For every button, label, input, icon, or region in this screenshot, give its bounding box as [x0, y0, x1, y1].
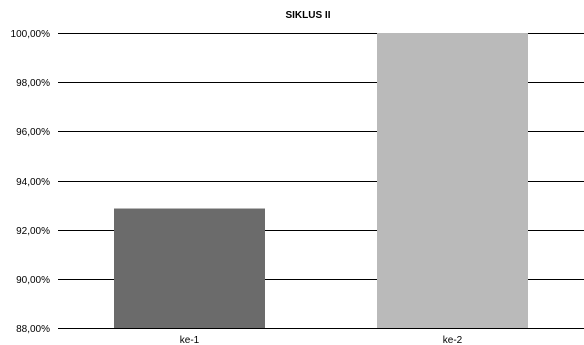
- y-tick-label: 100,00%: [11, 29, 51, 40]
- bar-ke-1: [114, 208, 265, 328]
- y-axis-tick-labels: 88,00% 90,00% 92,00% 94,00% 96,00% 98,00% 100,…: [11, 29, 51, 335]
- y-tick-label: 88,00%: [16, 324, 50, 335]
- x-axis-category-labels: ke-1 ke-2: [180, 335, 463, 345]
- y-tick-label: 92,00%: [16, 226, 50, 237]
- y-tick-label: 98,00%: [16, 78, 50, 89]
- bars: [114, 33, 528, 328]
- y-tick-label: 94,00%: [16, 177, 50, 188]
- chart-title: SIKLUS II: [285, 10, 330, 21]
- x-category-label: ke-2: [443, 335, 463, 345]
- x-category-label: ke-1: [180, 335, 200, 345]
- bar-ke-2: [377, 33, 528, 328]
- y-tick-label: 90,00%: [16, 275, 50, 286]
- y-tick-label: 96,00%: [16, 127, 50, 138]
